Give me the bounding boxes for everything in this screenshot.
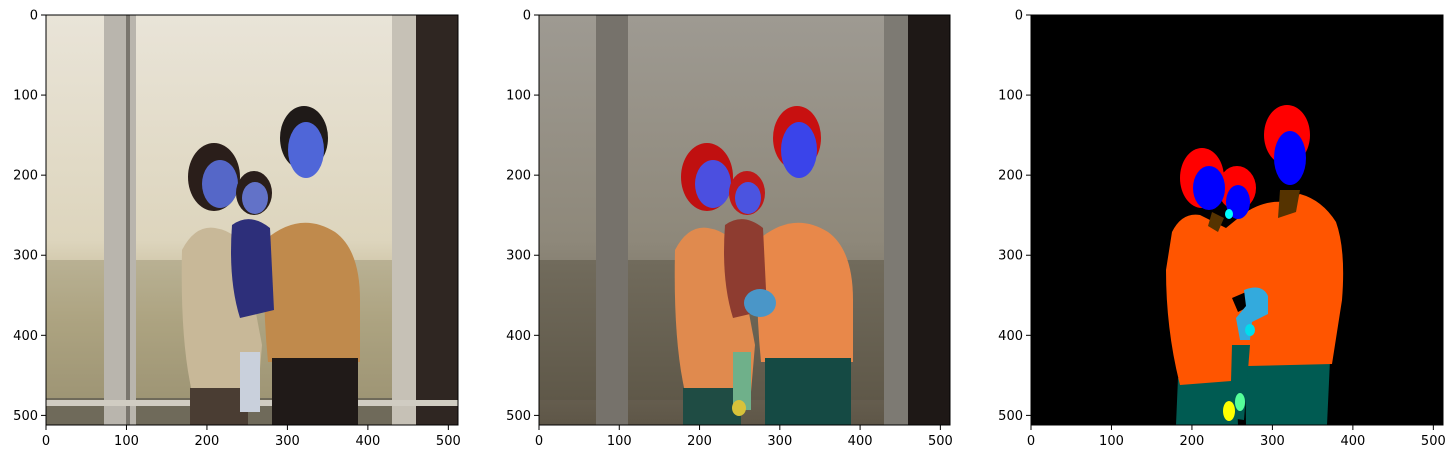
y-tick-label: 500 (506, 409, 531, 424)
mask-baby-legs (1235, 393, 1245, 411)
mask-baby-face-detail (1225, 209, 1233, 219)
y-tick-label: 200 (13, 169, 38, 184)
mask-hands (1236, 287, 1268, 340)
x-tick-label: 0 (42, 434, 50, 449)
x-tick-label: 200 (687, 434, 712, 449)
panel-mask (1031, 15, 1443, 425)
overlay-woman-pants (683, 388, 741, 425)
y-tick-label: 500 (13, 409, 38, 424)
photo-left-frame (104, 15, 136, 425)
y-tick-label: 300 (506, 249, 531, 264)
x-tick-label: 400 (848, 434, 873, 449)
mask-man-neck (1278, 190, 1300, 218)
x-tick-label: 100 (114, 434, 139, 449)
mask-hand-small (1245, 324, 1255, 336)
photo-baby-face (242, 182, 268, 214)
overlay-left-frame (596, 15, 628, 425)
axes-layer: 0 100 200 300 400 500 0 100 200 300 400 500 0 100 200 3… (13, 9, 1446, 450)
photo-woman-face (202, 160, 238, 208)
y-tick-label: 400 (506, 329, 531, 344)
photo-woman-pants (190, 388, 248, 425)
y-tick-label: 300 (998, 249, 1023, 264)
panel-photo (46, 15, 458, 425)
x-tick-label: 500 (436, 434, 461, 449)
y-tick-label: 100 (13, 89, 38, 104)
mask-woman-face (1193, 166, 1225, 210)
x-tick-label: 500 (1421, 434, 1446, 449)
overlay-hands (744, 289, 776, 317)
mask-baby-legs-dark (1230, 345, 1250, 420)
overlay-man-body (757, 222, 853, 362)
y-tick-label: 500 (998, 409, 1023, 424)
photo-man-face (288, 122, 324, 178)
x-tick-label: 400 (1340, 434, 1365, 449)
mask-woman-pants (1176, 378, 1238, 425)
x-tick-label: 300 (275, 434, 300, 449)
overlay-baby-legs (733, 352, 751, 410)
y-tick-label: 100 (506, 89, 531, 104)
y-tick-label: 100 (998, 89, 1023, 104)
axes-frame-0 (45, 14, 459, 426)
photo-baby-legs (240, 352, 260, 412)
y-tick-label: 0 (30, 9, 38, 24)
panel-overlay (539, 15, 950, 425)
photo-baby-body (231, 219, 274, 318)
axes-frame-2 (1030, 14, 1444, 426)
y-tick-label: 200 (998, 169, 1023, 184)
y-tick-label: 200 (506, 169, 531, 184)
photo-right-frame (392, 15, 416, 425)
x-tick-label: 300 (767, 434, 792, 449)
overlay-right-wall (908, 15, 950, 425)
overlay-man-face (781, 122, 817, 178)
x-tick-label: 500 (928, 434, 953, 449)
y-tick-label: 300 (13, 249, 38, 264)
mask-baby-shoes (1223, 401, 1235, 421)
photo-man-body (264, 222, 360, 362)
y-tick-label: 0 (1015, 9, 1023, 24)
axes-frame-1 (538, 14, 951, 426)
x-tick-label: 0 (535, 434, 543, 449)
photo-right-wall (416, 15, 458, 425)
overlay-man-pants (765, 358, 851, 425)
x-tick-label: 200 (1180, 434, 1205, 449)
y-tick-label: 400 (998, 329, 1023, 344)
overlay-right-frame (884, 15, 908, 425)
mask-man-pants (1245, 360, 1330, 425)
x-tick-label: 100 (1099, 434, 1124, 449)
mask-man-face (1274, 131, 1306, 185)
x-tick-label: 100 (607, 434, 632, 449)
photo-left-frame-edge (126, 15, 130, 425)
x-tick-label: 400 (355, 434, 380, 449)
x-tick-label: 200 (195, 434, 220, 449)
x-tick-label: 0 (1027, 434, 1035, 449)
x-tick-label: 300 (1260, 434, 1285, 449)
overlay-baby-face (735, 182, 761, 214)
y-tick-label: 0 (523, 9, 531, 24)
overlay-baby-shoes (732, 400, 746, 416)
overlay-woman-face (695, 160, 731, 208)
mask-baby-face (1226, 185, 1250, 219)
y-tick-label: 400 (13, 329, 38, 344)
mask-woman-neck (1208, 212, 1224, 232)
photo-man-pants (272, 358, 358, 425)
